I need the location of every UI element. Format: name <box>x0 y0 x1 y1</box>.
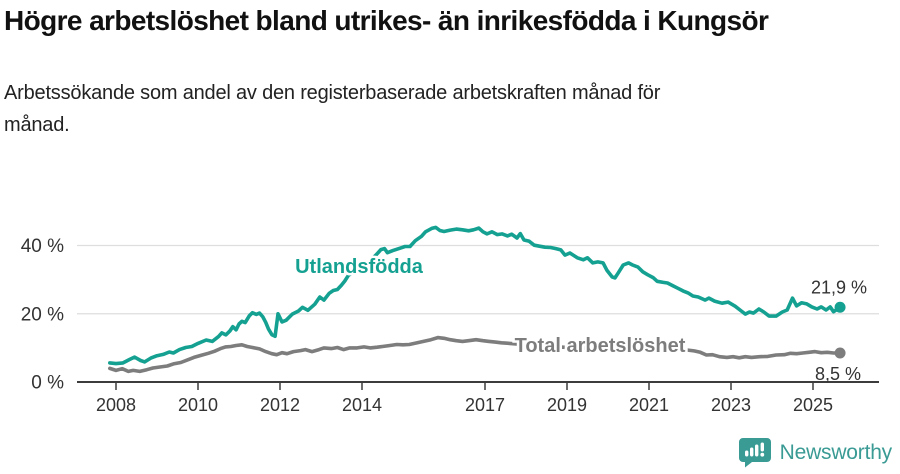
chart-header: Högre arbetslöshet bland utrikes- än inr… <box>4 2 864 141</box>
y-tick-label: 0 % <box>31 373 64 394</box>
logo-bar-1 <box>744 450 749 457</box>
newsworthy-logo-icon <box>738 438 771 468</box>
logo-exclamation-bar <box>760 442 764 452</box>
brand-footer: Newsworthy <box>738 437 892 468</box>
x-tick-label: 2008 <box>96 395 136 415</box>
series-end-dot <box>834 347 846 359</box>
x-tick-label: 2012 <box>260 395 300 415</box>
x-tick-label: 2023 <box>711 395 751 415</box>
y-tick-label: 40 % <box>21 236 64 257</box>
x-tick-label: 2019 <box>547 395 587 415</box>
series-line <box>108 335 842 374</box>
x-tick-label: 2021 <box>629 395 669 415</box>
series-line <box>108 225 842 366</box>
chart-title: Högre arbetslöshet bland utrikes- än inr… <box>4 5 769 36</box>
logo-bar-2 <box>749 447 754 457</box>
brand-name: Newsworthy <box>779 440 893 464</box>
series-end-value: 8,5 % <box>815 364 861 384</box>
logo-exclamation-dot <box>760 452 764 457</box>
series-end-value: 21,9 % <box>811 277 867 297</box>
x-tick-label: 2014 <box>342 395 382 415</box>
series-end-dot <box>834 301 846 313</box>
x-tick-label: 2010 <box>178 395 218 415</box>
series-label: Utlandsfödda <box>295 256 424 278</box>
chart-subtitle: Arbetssökande som andel av den registerb… <box>4 82 661 136</box>
y-tick-label: 20 % <box>21 304 64 325</box>
series-label: Total arbetslöshet <box>515 335 686 357</box>
x-tick-label: 2025 <box>793 395 833 415</box>
x-tick-label: 2017 <box>465 395 505 415</box>
logo-bar-3 <box>754 444 759 457</box>
